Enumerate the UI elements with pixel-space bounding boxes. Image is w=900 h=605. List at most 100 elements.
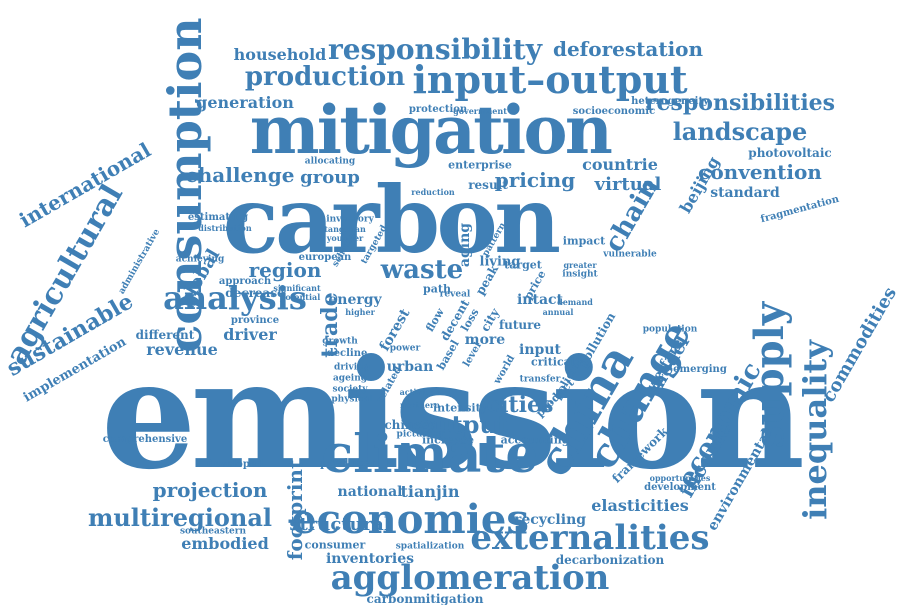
word-annual: annual xyxy=(542,307,574,317)
word-increase: increase xyxy=(422,433,474,447)
word-convention: convention xyxy=(698,160,822,184)
word-target: target xyxy=(504,258,542,272)
word-population: population xyxy=(642,324,698,335)
word-challenge: challenge xyxy=(185,163,295,187)
word-path: path xyxy=(423,282,451,296)
word-different: different xyxy=(135,328,195,342)
word-inequality: inequality xyxy=(796,340,834,520)
word-group: group xyxy=(300,167,360,188)
word-producer: producer xyxy=(319,456,377,470)
word-landscape: landscape xyxy=(672,117,808,146)
word-footprint: footprint xyxy=(283,459,307,561)
word-virtual: virtual xyxy=(594,174,662,195)
word-output: output xyxy=(418,410,508,439)
word-power: power xyxy=(389,343,421,354)
word-intact: intact xyxy=(516,292,564,308)
word-estimating: estimating xyxy=(187,212,249,223)
word-accounting: accounting xyxy=(500,433,570,447)
word-energy: energy xyxy=(328,292,382,308)
word-analysis: analysis xyxy=(163,279,307,317)
word-national: national xyxy=(337,484,403,500)
word-generation: generation xyxy=(196,93,294,112)
word-achieving: achieving xyxy=(175,254,225,265)
word-vulnerable: vulnerable xyxy=(603,249,657,260)
word-socioeconomic: socioeconomic xyxy=(572,106,656,117)
word-insight: insight xyxy=(562,269,598,280)
word-tianjin: tianjin xyxy=(400,482,460,501)
word-transfer: transfer xyxy=(519,374,561,385)
word-potential: potential xyxy=(279,292,321,302)
word-reduction: reduction xyxy=(411,187,455,197)
word-more: more xyxy=(464,332,506,348)
word-physical: physical xyxy=(331,394,373,405)
word-inventory: inventory xyxy=(326,214,374,225)
word-allocating: allocating xyxy=(304,156,356,167)
word-climate: climate xyxy=(321,424,539,485)
word-decrease: decrease xyxy=(225,286,285,300)
word-administrative: administrative xyxy=(116,227,163,297)
word-ageing: ageing xyxy=(332,373,368,384)
word-driving: driving xyxy=(334,362,370,373)
word-development: development xyxy=(644,482,716,493)
word-structural: structural xyxy=(289,514,391,535)
word-input-output: input–output xyxy=(412,57,688,102)
word-province: province xyxy=(230,315,280,326)
word-carbon: carbon xyxy=(222,166,561,274)
word-decarbonization: decarbonization xyxy=(555,553,665,567)
word-region: region xyxy=(248,258,322,282)
word-urban: urban xyxy=(386,359,434,375)
word-activities: activities xyxy=(399,387,441,397)
word-opportunities: opportunities xyxy=(649,473,711,483)
word-emerging: emerging xyxy=(673,364,727,375)
word-multiregional: multiregional xyxy=(87,503,273,532)
word-consumer: consumer xyxy=(304,538,366,552)
word-standard: standard xyxy=(710,185,780,201)
word-spatialization: spatialization xyxy=(395,541,465,552)
word-european: european xyxy=(298,252,352,263)
word-externalities: externalities xyxy=(470,518,710,558)
word-responsibility: responsibility xyxy=(327,33,543,66)
word-revenue: revenue xyxy=(146,340,218,359)
word-emission: emission xyxy=(100,327,805,503)
word-responsibilities: responsibilities xyxy=(644,90,836,116)
word-driver: driver xyxy=(223,325,277,344)
word-intensity: intensity xyxy=(432,401,488,415)
word-heterogeneity: heterogeneity xyxy=(631,96,709,107)
word-comprehensive: comprehensive xyxy=(102,434,188,445)
word-living: living xyxy=(479,254,521,270)
word-significant: significant xyxy=(273,283,321,293)
word-embodied: embodied xyxy=(181,534,269,553)
word-projection: projection xyxy=(152,478,268,502)
word-photovoltaic: photovoltaic xyxy=(748,146,832,160)
word-elasticities: elasticities xyxy=(591,496,689,515)
word-recycling: recycling xyxy=(513,512,587,528)
word-aging: aging xyxy=(457,222,473,268)
word-agglomeration: agglomeration xyxy=(330,558,610,598)
word-higher: higher xyxy=(345,307,375,317)
word-society: society xyxy=(332,384,368,395)
word-waste: waste xyxy=(380,255,464,285)
word-demand: demand xyxy=(557,297,593,307)
word-growth: growth xyxy=(322,336,358,347)
word-decline: decline xyxy=(326,348,368,359)
word-carbonmitigation: carbonmitigation xyxy=(366,592,484,605)
word-southeastern: southeastern xyxy=(179,526,247,537)
word-input: input xyxy=(519,342,561,358)
word-government: government xyxy=(453,106,507,116)
word-household: household xyxy=(233,45,327,64)
word-critical: critical xyxy=(531,355,575,369)
word-northern: northern xyxy=(400,400,440,410)
word-future: future xyxy=(498,318,542,332)
word-countrie: countrie xyxy=(582,155,658,174)
word-cities: cities xyxy=(486,392,554,418)
word-production: production xyxy=(244,62,406,92)
word-mitigation: mitigation xyxy=(249,91,613,169)
word-greater: greater xyxy=(563,260,597,270)
word-chinese: chinese xyxy=(384,418,436,432)
word-deforestation: deforestation xyxy=(552,37,704,61)
word-tangshan: tangshan xyxy=(324,224,366,234)
word-economies: economies xyxy=(291,496,529,543)
word-younger: younger xyxy=(326,233,364,243)
word-result: result xyxy=(468,178,508,192)
